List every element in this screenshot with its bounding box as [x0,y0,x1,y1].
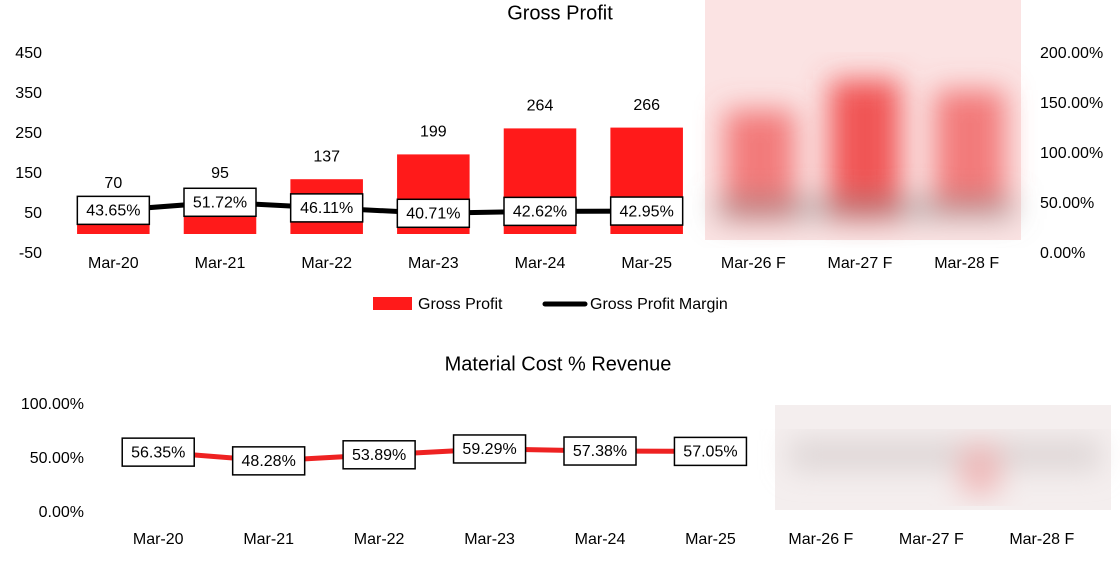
blur-content [790,440,1100,495]
data-label: 70 [104,175,122,192]
y2-tick-label: 0.00% [1040,245,1085,262]
x-tick-label: Mar-21 [195,255,246,272]
x-tick-label: Mar-21 [243,531,294,548]
data-label-box [563,436,637,466]
x-tick-label: Mar-26 F [788,531,853,548]
data-label: 42.62% [513,204,567,221]
x-tick-label: Mar-28 F [934,255,999,272]
y2-tick-label: 150.00% [1040,95,1103,112]
data-label: 46.11% [300,200,353,217]
y-tick-label: 50.00% [30,450,84,467]
y-tick-label: 150 [15,165,42,182]
x-tick-label: Mar-23 [464,531,515,548]
x-tick-label: Mar-26 F [721,255,786,272]
data-label: 40.71% [406,206,460,223]
x-tick-label: Mar-20 [133,531,184,548]
blurred-region [705,0,1111,510]
y2-tick-label: 200.00% [1040,45,1103,62]
data-label: 57.38% [573,443,627,460]
data-label-box [121,437,195,467]
y-tick-label: 50 [24,205,42,222]
data-label-box [342,440,416,470]
data-label-box [673,436,748,467]
data-label: 57.05% [683,444,737,461]
y-tick-label: 0.00% [39,504,84,521]
y2-tick-label: 50.00% [1040,195,1094,212]
x-tick-label: Mar-23 [408,255,459,272]
data-label-box [609,196,684,226]
y2-tick-label: 100.00% [1040,145,1103,162]
data-label-box [289,193,364,223]
x-tick-label: Mar-22 [301,255,352,272]
legend-label: Gross Profit [418,296,503,313]
data-label-box [503,196,577,227]
x-tick-label: Mar-24 [575,531,626,548]
x-tick-label: Mar-20 [88,255,139,272]
data-label: 199 [420,124,447,141]
data-label-box [231,446,306,476]
data-label-box [396,198,471,229]
data-label-box [183,187,257,218]
data-label: 42.95% [620,203,674,220]
data-label: 53.89% [352,447,406,464]
y-tick-label: -50 [19,245,42,262]
chart-title: Gross Profit [507,2,613,24]
data-label-box [452,434,527,464]
data-label: 266 [633,97,660,114]
data-label: 137 [313,148,340,165]
y-tick-label: 250 [15,125,42,142]
x-tick-label: Mar-22 [354,531,405,548]
blur-content [715,80,1015,220]
x-tick-label: Mar-28 F [1009,531,1074,548]
legend-label: Gross Profit Margin [590,296,728,313]
x-tick-label: Mar-24 [515,255,566,272]
y-tick-label: 450 [15,45,42,62]
x-tick-label: Mar-25 [685,531,736,548]
x-tick-label: Mar-27 F [899,531,964,548]
plots: -50 50 150 250 350 450 0.00% 50.00% 100.00% 150.0… [15,45,1103,548]
legend-swatch [373,297,412,310]
data-label: 59.29% [462,441,516,458]
data-label: 264 [527,98,554,115]
y-tick-label: 350 [15,85,42,102]
data-label: 56.35% [131,444,185,461]
data-label: 43.65% [86,203,140,220]
data-label-box [76,195,151,226]
y-tick-label: 100.00% [21,396,84,413]
data-label: 51.72% [193,194,247,211]
x-tick-label: Mar-27 F [828,255,893,272]
data-label: 48.28% [242,453,296,470]
chart-title: Material Cost % Revenue [445,353,672,375]
x-tick-label: Mar-25 [621,255,672,272]
data-label: 95 [211,165,229,182]
